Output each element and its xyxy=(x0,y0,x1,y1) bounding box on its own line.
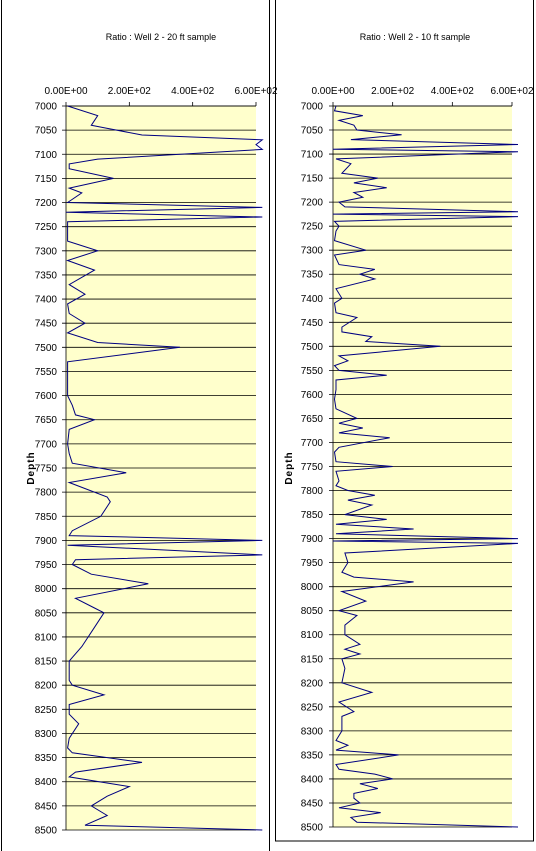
x-tick-label: 6.00E+02 xyxy=(490,86,534,97)
y-tick-label: 8100 xyxy=(301,630,324,641)
y-tick-label: 8050 xyxy=(35,608,58,619)
y-tick-label: 7450 xyxy=(301,318,324,329)
y-tick-label: 7400 xyxy=(35,295,58,306)
y-tick-label: 7300 xyxy=(35,246,58,257)
y-tick-label: 7850 xyxy=(35,512,58,523)
y-tick-label: 7650 xyxy=(301,414,324,425)
y-tick-label: 7750 xyxy=(301,462,324,473)
chart-10ft: 7000 7050 7100 7150 7200 7250 7300 7350 7400 7450… xyxy=(284,32,534,834)
y-tick-label: 8350 xyxy=(35,753,58,764)
y-tick-label: 8000 xyxy=(301,582,324,593)
y-tick-label: 7350 xyxy=(301,270,324,281)
y-tick-label: 8450 xyxy=(301,798,324,809)
y-tick-label: 8150 xyxy=(301,654,324,665)
y-tick-label: 7100 xyxy=(301,150,324,161)
y-tick-label: 7050 xyxy=(301,126,324,137)
x-tick-label: 4.00E+02 xyxy=(431,86,475,97)
y-tick-label: 7900 xyxy=(301,534,324,545)
x-tick-label: 6.00E+02 xyxy=(234,86,278,97)
y-tick-label: 8150 xyxy=(35,657,58,668)
x-tick-label: 0.00E+00 xyxy=(311,86,355,97)
chart-20ft: 7000 7050 7100 7150 7200 7250 7300 7350 7400 7450… xyxy=(26,32,278,837)
y-axis-label: Depth xyxy=(26,451,37,484)
y-tick-label: 7850 xyxy=(301,510,324,521)
y-tick-label: 8400 xyxy=(301,774,324,785)
y-tick-label: 7700 xyxy=(35,439,58,450)
y-tick-label: 8000 xyxy=(35,584,58,595)
x-tick-label: 2.00E+02 xyxy=(371,86,415,97)
y-tick-label: 7700 xyxy=(301,438,324,449)
y-tick-label: 8300 xyxy=(35,729,58,740)
x-tick-label: 0.00E+00 xyxy=(44,86,88,97)
y-tick-label: 7800 xyxy=(35,488,58,499)
y-tick-label: 7550 xyxy=(35,367,58,378)
y-tick-label: 8100 xyxy=(35,632,58,643)
y-tick-label: 7900 xyxy=(35,536,58,547)
y-tick-label: 8500 xyxy=(301,823,324,834)
y-tick-label: 8500 xyxy=(35,826,58,837)
y-tick-label: 8450 xyxy=(35,801,58,812)
y-tick-label: 8050 xyxy=(301,606,324,617)
y-tick-label: 8350 xyxy=(301,750,324,761)
chart-frame-left xyxy=(1,0,270,851)
y-tick-label: 7400 xyxy=(301,294,324,305)
y-tick-label: 7450 xyxy=(35,319,58,330)
y-tick-label: 7100 xyxy=(35,150,58,161)
y-tick-label: 7200 xyxy=(301,198,324,209)
y-tick-label: 7600 xyxy=(35,391,58,402)
y-tick-label: 7050 xyxy=(35,126,58,137)
y-tick-label: 7750 xyxy=(35,464,58,475)
y-tick-label: 7300 xyxy=(301,246,324,257)
y-tick-label: 7550 xyxy=(301,366,324,377)
y-tick-label: 7350 xyxy=(35,270,58,281)
y-tick-label: 7500 xyxy=(35,343,58,354)
y-tick-label: 7200 xyxy=(35,198,58,209)
y-tick-label: 7500 xyxy=(301,342,324,353)
chart-title: Ratio : Well 2 - 20 ft sample xyxy=(106,32,216,42)
series-line xyxy=(65,105,264,831)
chart-title: Ratio : Well 2 - 10 ft sample xyxy=(360,32,470,42)
y-tick-label: 8250 xyxy=(301,702,324,713)
y-tick-label: 8200 xyxy=(301,678,324,689)
y-tick-label: 8400 xyxy=(35,777,58,788)
y-tick-label: 7000 xyxy=(301,102,324,113)
y-tick-label: 7150 xyxy=(301,174,324,185)
chart-frame-right xyxy=(275,0,534,842)
y-tick-label: 7600 xyxy=(301,390,324,401)
series-line xyxy=(332,105,519,828)
y-tick-label: 8300 xyxy=(301,726,324,737)
y-tick-label: 7950 xyxy=(301,558,324,569)
y-tick-label: 7250 xyxy=(301,222,324,233)
y-tick-label: 7800 xyxy=(301,486,324,497)
x-tick-label: 2.00E+02 xyxy=(108,86,152,97)
y-tick-label: 7650 xyxy=(35,415,58,426)
y-tick-label: 7950 xyxy=(35,560,58,571)
y-tick-label: 7150 xyxy=(35,174,58,185)
y-axis-label: Depth xyxy=(284,451,295,484)
y-tick-label: 8200 xyxy=(35,681,58,692)
y-tick-label: 8250 xyxy=(35,705,58,716)
x-tick-label: 4.00E+02 xyxy=(171,86,215,97)
y-tick-label: 7250 xyxy=(35,222,58,233)
y-tick-label: 7000 xyxy=(35,102,58,113)
